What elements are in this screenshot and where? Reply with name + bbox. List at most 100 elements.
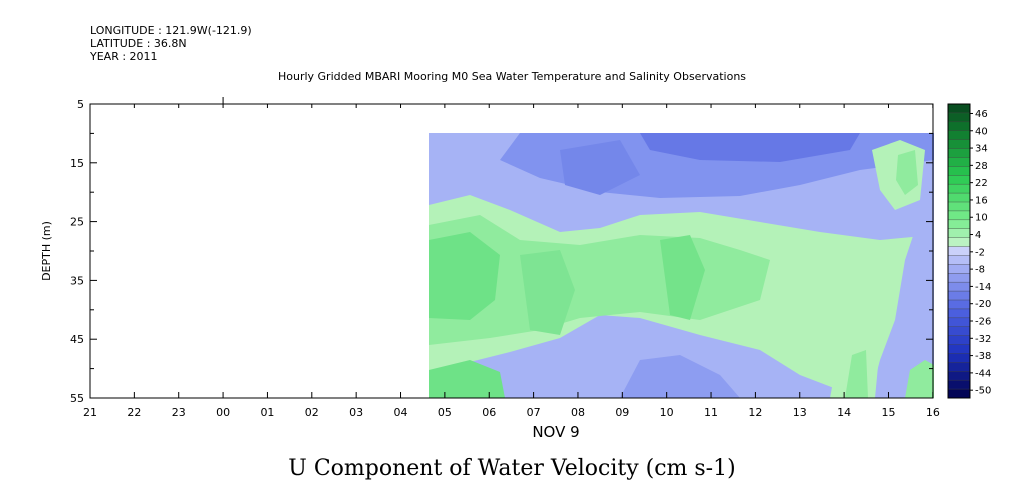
positive-strong-core-2 bbox=[660, 235, 705, 320]
colorbar-segment bbox=[948, 246, 970, 256]
colorbar-frame bbox=[947, 103, 971, 399]
x-tick-label: 04 bbox=[394, 406, 408, 419]
x-tick-label: 16 bbox=[926, 406, 940, 419]
colorbar: 46 40 34 28 22 16 10 4 -2 -8 -14 -20 -26 -32 -38 -44 -50 bbox=[947, 103, 991, 399]
colorbar-tick-label: -38 bbox=[975, 351, 991, 362]
deep-negative-core bbox=[620, 355, 740, 398]
year-label: YEAR : 2011 bbox=[89, 50, 158, 63]
right-positive-core bbox=[896, 150, 918, 195]
colorbar-segment bbox=[948, 282, 970, 292]
x-tick-label: 15 bbox=[881, 406, 895, 419]
x-tick-label: 13 bbox=[793, 406, 807, 419]
x-tick-label: 02 bbox=[305, 406, 319, 419]
colorbar-segment bbox=[948, 112, 970, 123]
y-tick-label: 5 bbox=[77, 98, 84, 111]
chart-title: Hourly Gridded MBARI Mooring M0 Sea Wate… bbox=[278, 70, 746, 83]
colorbar-tick-label: -26 bbox=[975, 317, 991, 328]
colorbar-segment bbox=[948, 362, 970, 372]
y-tick-label: 25 bbox=[70, 216, 84, 229]
colorbar-tick-label: 4 bbox=[975, 230, 981, 241]
colorbar-segment bbox=[948, 255, 970, 265]
colorbar-segment bbox=[948, 326, 970, 337]
longitude-label: LONGITUDE : 121.9W(-121.9) bbox=[90, 24, 252, 37]
positive-strong-core-3 bbox=[520, 250, 575, 335]
y-axis-label: DEPTH (m) bbox=[40, 221, 53, 281]
colorbar-segment bbox=[948, 202, 970, 212]
x-tick-label: 01 bbox=[260, 406, 274, 419]
x-tick-label: 23 bbox=[172, 406, 186, 419]
variable-title: U Component of Water Velocity (cm s-1) bbox=[288, 456, 735, 481]
data-field bbox=[429, 133, 934, 398]
colorbar-tick-label: -2 bbox=[975, 247, 985, 258]
colorbar-segment bbox=[948, 291, 970, 301]
colorbar-segment bbox=[948, 380, 970, 390]
colorbar-segment bbox=[948, 353, 970, 363]
colorbar-tick-label: -20 bbox=[975, 299, 991, 310]
x-tick-label: 03 bbox=[349, 406, 363, 419]
x-axis-ticks: 21 22 23 00 01 02 03 04 05 06 07 08 09 10 11 12 13 14 15 16 bbox=[83, 97, 940, 419]
colorbar-tick-label: -32 bbox=[975, 334, 991, 345]
x-tick-label: 06 bbox=[482, 406, 496, 419]
colorbar-segment bbox=[948, 371, 970, 381]
colorbar-segment bbox=[948, 184, 970, 194]
colorbar-tick-label: 10 bbox=[975, 213, 988, 224]
colorbar-segment bbox=[948, 344, 970, 354]
colorbar-segment bbox=[948, 139, 970, 150]
x-tick-label: 07 bbox=[527, 406, 541, 419]
colorbar-segment bbox=[948, 210, 970, 221]
deep-positive-bottom-left bbox=[429, 360, 505, 398]
right-negative-wedge bbox=[870, 225, 934, 398]
colorbar-tick-label: -44 bbox=[975, 368, 991, 379]
colorbar-tick-label: 28 bbox=[975, 161, 988, 172]
positive-strong-core bbox=[429, 232, 500, 320]
colorbar-tick-label: 40 bbox=[975, 126, 988, 137]
colorbar-segment bbox=[948, 104, 970, 114]
y-tick-label: 15 bbox=[70, 157, 84, 170]
latitude-label: LATITUDE : 36.8N bbox=[90, 37, 187, 50]
colorbar-segment bbox=[948, 300, 970, 310]
colorbar-segment bbox=[948, 228, 970, 239]
upper-negative-patch bbox=[560, 140, 640, 195]
colorbar-segment bbox=[948, 166, 970, 176]
colorbar-tick-label: 16 bbox=[975, 195, 988, 206]
x-tick-label: 22 bbox=[127, 406, 141, 419]
colorbar-segment bbox=[948, 193, 970, 203]
right-bottom-positive-core bbox=[845, 350, 868, 398]
colorbar-tick-label: -8 bbox=[975, 265, 985, 276]
colorbar-tick-label: -50 bbox=[975, 386, 991, 397]
x-tick-label: 10 bbox=[660, 406, 674, 419]
x-tick-label: 05 bbox=[438, 406, 452, 419]
colorbar-segment bbox=[948, 157, 970, 167]
right-bottom-positive-2 bbox=[905, 360, 934, 398]
x-tick-label: 11 bbox=[704, 406, 718, 419]
y-tick-label: 45 bbox=[70, 333, 84, 346]
x-tick-label: 00 bbox=[216, 406, 230, 419]
y-axis-ticks: 5 15 25 35 45 55 bbox=[70, 98, 933, 405]
x-tick-label: 08 bbox=[571, 406, 585, 419]
colorbar-segment bbox=[948, 130, 970, 141]
colorbar-tick-label: -14 bbox=[975, 282, 991, 293]
upper-strong-negative-core bbox=[640, 133, 860, 162]
colorbar-segment bbox=[948, 317, 970, 328]
colorbar-segment bbox=[948, 175, 970, 185]
colorbar-segment bbox=[948, 389, 970, 399]
colorbar-tick-label: 46 bbox=[975, 109, 988, 120]
colorbar-segment bbox=[948, 264, 970, 274]
colorbar-tick-label: 22 bbox=[975, 178, 988, 189]
x-tick-label: 21 bbox=[83, 406, 97, 419]
colorbar-segment bbox=[948, 121, 970, 132]
colorbar-segment bbox=[948, 335, 970, 346]
x-tick-label: 09 bbox=[615, 406, 629, 419]
y-tick-label: 55 bbox=[70, 392, 84, 405]
colorbar-segment bbox=[948, 219, 970, 230]
colorbar-segment bbox=[948, 273, 970, 283]
colorbar-segment bbox=[948, 237, 970, 248]
colorbar-segment bbox=[948, 308, 970, 319]
y-tick-label: 35 bbox=[70, 274, 84, 287]
colorbar-tick-label: 34 bbox=[975, 144, 988, 155]
x-tick-label: 12 bbox=[748, 406, 762, 419]
x-axis-label: NOV 9 bbox=[532, 423, 579, 441]
x-tick-label: 14 bbox=[837, 406, 851, 419]
colorbar-segment bbox=[948, 148, 970, 158]
